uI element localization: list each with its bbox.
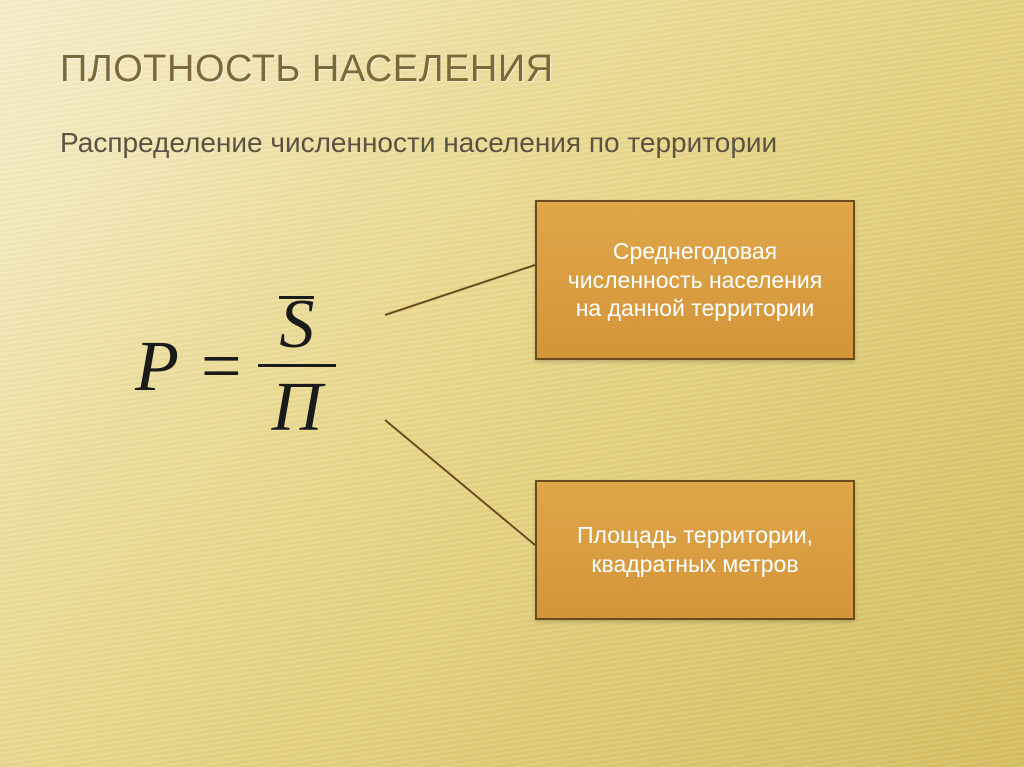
- formula-equals: =: [201, 325, 242, 408]
- numerator-explainer-box: Среднегодовая численность населения на д…: [535, 200, 855, 360]
- denominator-explainer-box: Площадь территории, квадратных метров: [535, 480, 855, 620]
- formula-lhs: P: [135, 325, 179, 408]
- formula-fraction: S П: [258, 290, 337, 443]
- overbar-icon: [279, 296, 314, 299]
- slide-subtitle: Распределение численности населения по т…: [60, 127, 964, 159]
- formula-numerator: S: [265, 290, 328, 362]
- formula-denominator: П: [258, 373, 337, 443]
- slide-title: ПЛОТНОСТЬ НАСЕЛЕНИЯ: [60, 48, 964, 91]
- connector-to-numerator: [385, 265, 535, 315]
- numerator-explainer-text: Среднегодовая численность населения на д…: [555, 237, 835, 323]
- fraction-line-icon: [258, 364, 337, 367]
- denominator-explainer-text: Площадь территории, квадратных метров: [555, 521, 835, 579]
- connector-to-denominator: [385, 420, 535, 545]
- formula: P = S П: [135, 290, 336, 443]
- slide: ПЛОТНОСТЬ НАСЕЛЕНИЯ Распределение числен…: [0, 0, 1024, 767]
